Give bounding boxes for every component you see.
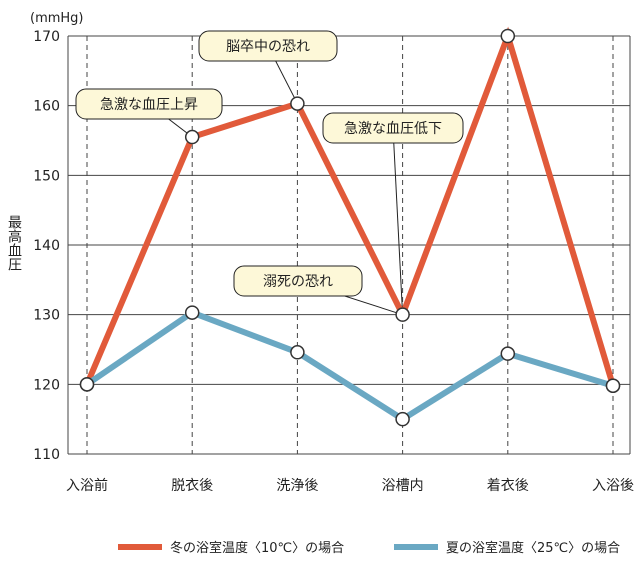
x-tick-label: 着衣後	[487, 478, 529, 494]
y-unit-label: (mmHg)	[30, 11, 84, 26]
callout-text: 急激な血圧低下	[344, 120, 442, 137]
legend-label: 冬の浴室温度〈10℃〉の場合	[170, 540, 344, 556]
data-point	[500, 346, 516, 361]
data-point	[605, 378, 621, 393]
callout-box	[198, 30, 338, 62]
data-point	[290, 96, 305, 111]
x-tick-label: 洗浄後	[276, 478, 318, 494]
series-line-1	[85, 309, 614, 423]
series-markers	[79, 28, 621, 427]
data-point	[290, 345, 305, 360]
y-axis: (mmHg) 最高血圧 110 120 130 140 150 160 170	[6, 11, 84, 463]
legend-label: 夏の浴室温度〈25℃〉の場合	[446, 540, 620, 556]
series-lines	[84, 26, 616, 423]
x-axis: 入浴前 脱衣後 洗浄後 浴槽内 着衣後 入浴後	[66, 477, 634, 494]
callout-leader	[392, 127, 404, 315]
y-tick-label: 170	[33, 29, 60, 45]
y-tick-label: 110	[33, 447, 60, 463]
callout-box	[75, 88, 223, 120]
callout-box	[233, 265, 363, 297]
callout-text: 溺死の恐れ	[263, 274, 333, 290]
series-line-0	[84, 26, 616, 387]
data-point	[184, 305, 200, 320]
y-axis-title: 最高血圧	[6, 215, 22, 271]
data-point	[79, 377, 95, 392]
x-tick-label: 脱衣後	[171, 478, 213, 494]
y-tick-label: 130	[33, 308, 60, 324]
callout-text: 脳卒中の恐れ	[226, 39, 310, 55]
x-tick-label: 浴槽内	[382, 478, 424, 494]
data-point	[500, 28, 516, 44]
data-point	[184, 129, 200, 145]
data-point	[395, 411, 410, 427]
callout-box	[322, 112, 464, 144]
callout-text: 急激な血圧上昇	[100, 96, 198, 113]
legend: 冬の浴室温度〈10℃〉の場合 夏の浴室温度〈25℃〉の場合	[118, 540, 620, 556]
data-point	[395, 307, 410, 322]
x-tick-label: 入浴前	[66, 477, 108, 494]
y-tick-label: 160	[33, 99, 60, 115]
y-tick-label: 120	[33, 377, 60, 393]
y-tick-label: 150	[33, 168, 60, 184]
x-tick-label: 入浴後	[592, 478, 634, 494]
y-tick-label: 140	[33, 238, 60, 254]
